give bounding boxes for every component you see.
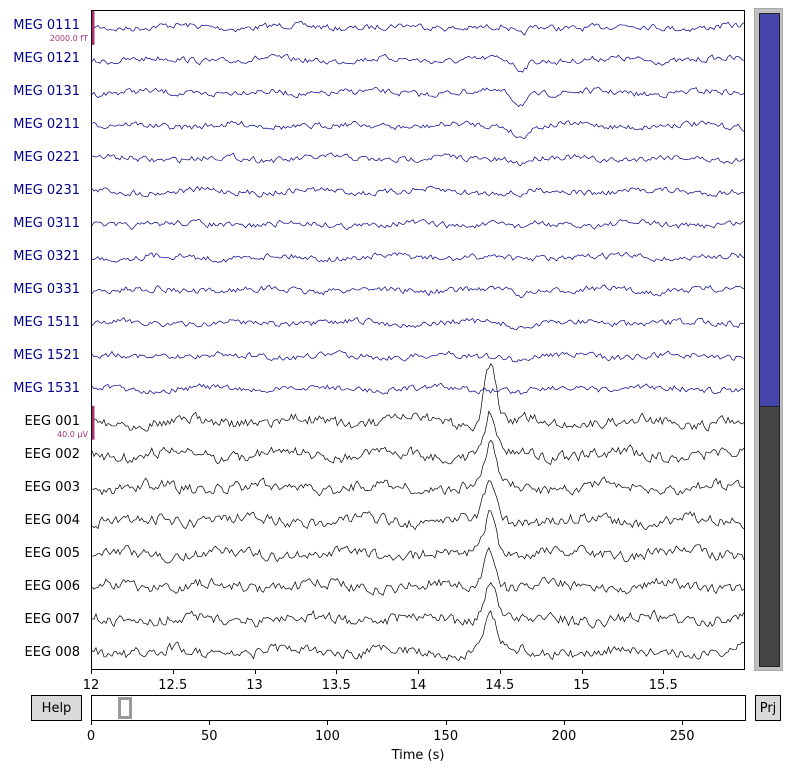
time-tick-label: 14 xyxy=(409,678,427,693)
scroll-tick-label: 200 xyxy=(551,729,577,744)
trace-meg-1531[interactable] xyxy=(92,382,744,395)
channel-label[interactable]: EEG 006 xyxy=(24,579,80,594)
scroll-tick-mark xyxy=(91,721,92,725)
trace-meg-0121[interactable] xyxy=(92,53,744,73)
channel-label[interactable]: EEG 005 xyxy=(24,546,80,561)
time-tick-mark xyxy=(254,670,256,674)
channel-label[interactable]: MEG 1511 xyxy=(13,315,80,330)
time-tick-mark xyxy=(581,670,583,674)
time-tick-label: 15 xyxy=(573,678,590,693)
scroll-tick-mark xyxy=(445,721,447,725)
time-tick-mark xyxy=(172,670,174,674)
trace-meg-0221[interactable] xyxy=(92,152,744,167)
scroll-tick-label: 150 xyxy=(433,729,459,744)
time-tick-mark xyxy=(418,670,419,674)
scroll-tick-label: 0 xyxy=(86,729,96,744)
scroll-tick-mark xyxy=(209,721,211,725)
channel-label[interactable]: EEG 008 xyxy=(24,645,80,660)
channel-label[interactable]: MEG 1531 xyxy=(13,381,80,396)
trace-meg-0331[interactable] xyxy=(92,284,744,299)
scroll-tick-mark xyxy=(327,721,329,725)
channel-scrollbar-eeg-segment[interactable] xyxy=(759,406,780,667)
time-tick-label: 15.5 xyxy=(648,678,678,693)
trace-canvas xyxy=(92,11,744,662)
time-tick-mark xyxy=(499,670,501,674)
trace-eeg-001[interactable] xyxy=(92,363,744,432)
trace-eeg-006[interactable] xyxy=(92,547,744,596)
scroll-tick-label: 50 xyxy=(200,729,218,744)
time-tick-label: 12 xyxy=(82,678,100,693)
channel-label[interactable]: EEG 004 xyxy=(24,513,80,528)
channel-label[interactable]: MEG 0211 xyxy=(13,117,80,132)
trace-meg-0231[interactable] xyxy=(92,185,744,198)
channel-label[interactable]: EEG 003 xyxy=(24,480,80,495)
channel-label[interactable]: MEG 0111 xyxy=(13,18,80,33)
trace-eeg-002[interactable] xyxy=(92,410,744,466)
time-tick-label: 12.5 xyxy=(158,678,188,693)
time-tick-mark xyxy=(663,670,665,674)
scroll-tick-label: 250 xyxy=(669,729,695,744)
channel-label[interactable]: EEG 001 xyxy=(24,414,80,429)
trace-meg-0211[interactable] xyxy=(92,120,744,140)
channel-scrollbar[interactable] xyxy=(754,8,783,671)
channel-label[interactable]: MEG 0311 xyxy=(13,216,80,231)
scale-bar-label-meg: 2000.0 fT xyxy=(49,34,88,43)
trace-plot-area[interactable] xyxy=(91,10,745,670)
trace-eeg-003[interactable] xyxy=(92,439,744,497)
scroll-tick-mark xyxy=(682,721,684,725)
scale-bar-label-eeg: 40.0 µV xyxy=(57,430,88,439)
projector-button[interactable]: Prj xyxy=(755,695,781,721)
help-button[interactable]: Help xyxy=(31,695,82,721)
channel-label[interactable]: MEG 0321 xyxy=(13,249,80,264)
channel-label[interactable]: MEG 0221 xyxy=(13,150,80,165)
channel-label[interactable]: EEG 002 xyxy=(24,447,80,462)
trace-eeg-007[interactable] xyxy=(92,582,744,629)
channel-label[interactable]: MEG 0121 xyxy=(13,51,80,66)
trace-meg-0321[interactable] xyxy=(92,251,744,263)
time-tick-mark xyxy=(91,670,92,674)
trace-meg-1521[interactable] xyxy=(92,350,744,363)
trace-eeg-005[interactable] xyxy=(92,510,744,564)
time-scrollbar-thumb[interactable] xyxy=(118,697,133,719)
trace-eeg-004[interactable] xyxy=(92,480,744,531)
time-tick-mark xyxy=(336,670,338,674)
time-tick-label: 13.5 xyxy=(321,678,351,693)
channel-label[interactable]: MEG 0331 xyxy=(13,282,80,297)
scroll-axis-label: Time (s) xyxy=(391,748,445,763)
channel-scrollbar-meg-segment[interactable] xyxy=(759,13,780,408)
scroll-tick-label: 100 xyxy=(315,729,340,744)
trace-eeg-008[interactable] xyxy=(92,610,744,662)
channel-label[interactable]: EEG 007 xyxy=(24,612,80,627)
trace-meg-0311[interactable] xyxy=(92,218,744,231)
channel-label[interactable]: MEG 1521 xyxy=(13,348,80,363)
channel-label[interactable]: MEG 0231 xyxy=(13,183,80,198)
trace-meg-0131[interactable] xyxy=(92,86,744,107)
scroll-tick-mark xyxy=(563,721,565,725)
time-tick-label: 13 xyxy=(246,678,263,693)
time-tick-label: 14.5 xyxy=(485,678,515,693)
time-scrollbar[interactable] xyxy=(91,695,746,721)
channel-label[interactable]: MEG 0131 xyxy=(13,84,80,99)
trace-meg-1511[interactable] xyxy=(92,317,744,330)
trace-meg-0111[interactable] xyxy=(92,20,744,36)
